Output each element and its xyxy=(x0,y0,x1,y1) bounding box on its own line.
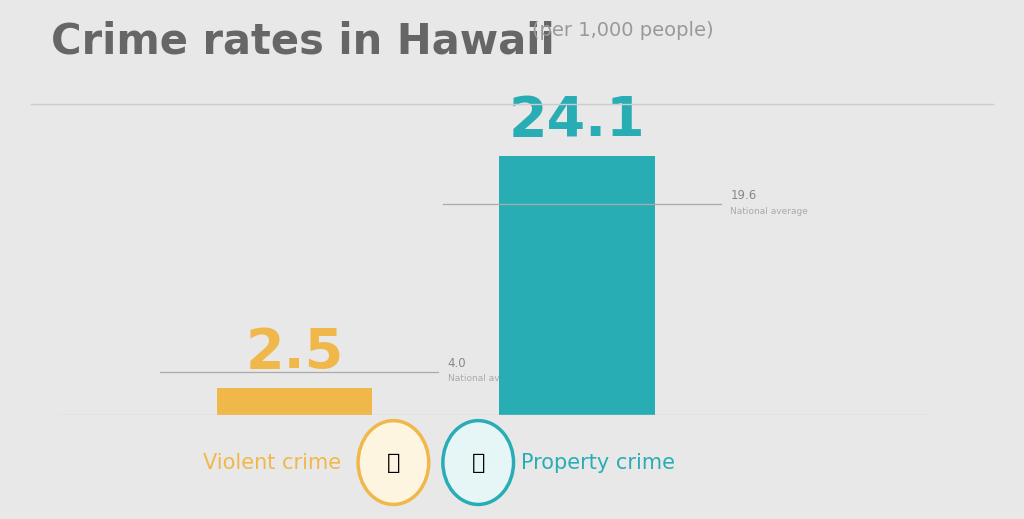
FancyBboxPatch shape xyxy=(217,388,373,415)
Text: National average: National average xyxy=(730,207,808,215)
Ellipse shape xyxy=(358,420,429,504)
FancyBboxPatch shape xyxy=(500,156,655,415)
Text: 🏠: 🏠 xyxy=(471,453,485,472)
Text: (per 1,000 people): (per 1,000 people) xyxy=(532,21,714,40)
Text: 4.0: 4.0 xyxy=(447,357,466,370)
Text: 19.6: 19.6 xyxy=(730,189,757,202)
Text: 🔔: 🔔 xyxy=(387,453,400,472)
Text: Violent crime: Violent crime xyxy=(204,453,342,472)
Text: 2.5: 2.5 xyxy=(246,326,344,380)
Text: National average: National average xyxy=(447,374,525,384)
Text: 24.1: 24.1 xyxy=(509,93,645,147)
Text: Crime rates in Hawaii: Crime rates in Hawaii xyxy=(51,21,555,63)
Ellipse shape xyxy=(442,420,513,504)
Text: Property crime: Property crime xyxy=(520,453,675,472)
